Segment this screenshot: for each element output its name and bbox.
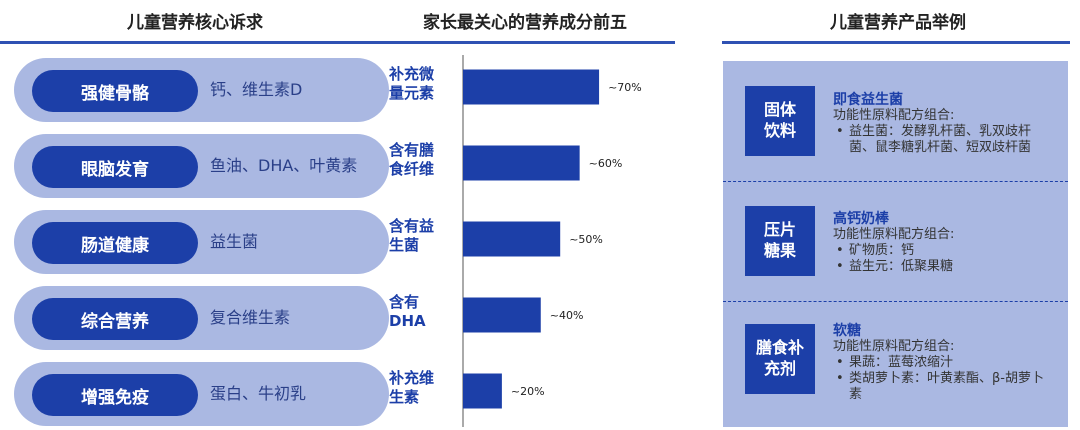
bar <box>463 297 541 333</box>
product-formula-label: 功能性原料配方组合: <box>833 339 955 354</box>
need-row: 肠道健康 益生菌 <box>14 210 389 274</box>
product-card: 膳食补 充剂 软糖 功能性原料配方组合: 果蔬：蓝莓浓缩汁 类胡萝卜素：叶黄素酯… <box>723 301 1068 427</box>
need-label: 眼脑发育 <box>32 146 198 188</box>
products-section-title: 儿童营养产品举例 <box>830 13 966 33</box>
bar-category-label: 含有膳食纤维 <box>389 141 434 178</box>
product-name: 即食益生菌 <box>833 92 903 108</box>
ingredient-item: 类胡萝卜素：叶黄素酯、β-胡萝卜素 <box>833 371 1055 403</box>
product-formula-label: 功能性原料配方组合: <box>833 227 955 242</box>
product-name: 软糖 <box>833 323 861 339</box>
ingredient-item: 矿物质：钙 <box>833 243 1055 259</box>
product-card: 固体 饮料 即食益生菌 功能性原料配方组合: 益生菌：发酵乳杆菌、乳双歧杆菌、鼠… <box>723 61 1068 181</box>
need-desc: 蛋白、牛初乳 <box>210 384 307 403</box>
need-desc: 钙、维生素D <box>210 80 303 99</box>
need-row: 强健骨骼 钙、维生素D <box>14 58 389 122</box>
bar-value-label: ~40% <box>550 309 584 322</box>
nutrient-bar-chart: ~70% 补充微量元素 ~60% 含有膳食纤维 ~50% 含有益生菌 ~40% 含有 DHA ~2… <box>388 55 642 427</box>
bar-category-label: 补充维生素 <box>388 369 434 406</box>
bar-category-label: 含有 DHA <box>389 293 426 330</box>
need-row: 综合营养 复合维生素 <box>14 286 389 350</box>
product-formula-label: 功能性原料配方组合: <box>833 108 955 123</box>
ingredient-list: 益生菌：发酵乳杆菌、乳双歧杆菌、鼠李糖乳杆菌、短双歧杆菌 <box>833 124 1055 156</box>
need-label: 综合营养 <box>32 298 198 340</box>
need-label: 强健骨骼 <box>32 70 198 112</box>
needs-section-title: 儿童营养核心诉求 <box>127 13 263 33</box>
left-title-rule <box>0 41 675 44</box>
ingredient-item: 益生元：低聚果糖 <box>833 259 1055 275</box>
bar-value-label: ~50% <box>569 233 603 246</box>
need-desc: 复合维生素 <box>210 308 291 327</box>
bar-value-label: ~20% <box>511 385 545 398</box>
bar <box>463 69 600 105</box>
need-row: 眼脑发育 鱼油、DHA、叶黄素 <box>14 134 389 198</box>
product-text: 软糖 功能性原料配方组合: 果蔬：蓝莓浓缩汁 类胡萝卜素：叶黄素酯、β-胡萝卜素 <box>833 323 1055 403</box>
product-category: 膳食补 充剂 <box>745 324 815 394</box>
bar <box>463 145 580 181</box>
need-desc: 益生菌 <box>210 232 259 251</box>
need-desc: 鱼油、DHA、叶黄素 <box>210 156 358 175</box>
ingredient-item: 果蔬：蓝莓浓缩汁 <box>833 355 1055 371</box>
bar-category-label: 含有益生菌 <box>389 217 434 254</box>
chart-section-title: 家长最关心的营养成分前五 <box>423 13 627 33</box>
need-row: 增强免疫 蛋白、牛初乳 <box>14 362 389 426</box>
bar-value-label: ~60% <box>589 157 623 170</box>
need-label: 肠道健康 <box>32 222 198 264</box>
product-divider <box>723 181 1068 182</box>
product-name: 高钙奶棒 <box>833 211 889 227</box>
need-label: 增强免疫 <box>32 374 198 416</box>
product-divider <box>723 301 1068 302</box>
bar <box>463 373 502 409</box>
bar-category-label: 补充微量元素 <box>388 65 435 102</box>
product-text: 即食益生菌 功能性原料配方组合: 益生菌：发酵乳杆菌、乳双歧杆菌、鼠李糖乳杆菌、… <box>833 92 1055 156</box>
product-category: 固体 饮料 <box>745 86 815 156</box>
right-title-rule <box>722 41 1070 44</box>
ingredient-list: 矿物质：钙 益生元：低聚果糖 <box>833 243 1055 275</box>
product-category: 压片 糖果 <box>745 206 815 276</box>
bar-value-label: ~70% <box>608 81 642 94</box>
ingredient-list: 果蔬：蓝莓浓缩汁 类胡萝卜素：叶黄素酯、β-胡萝卜素 <box>833 355 1055 403</box>
product-card: 压片 糖果 高钙奶棒 功能性原料配方组合: 矿物质：钙 益生元：低聚果糖 <box>723 181 1068 301</box>
products-panel: 固体 饮料 即食益生菌 功能性原料配方组合: 益生菌：发酵乳杆菌、乳双歧杆菌、鼠… <box>723 61 1068 427</box>
bar <box>463 221 561 257</box>
product-text: 高钙奶棒 功能性原料配方组合: 矿物质：钙 益生元：低聚果糖 <box>833 211 1055 275</box>
ingredient-item: 益生菌：发酵乳杆菌、乳双歧杆菌、鼠李糖乳杆菌、短双歧杆菌 <box>833 124 1055 156</box>
